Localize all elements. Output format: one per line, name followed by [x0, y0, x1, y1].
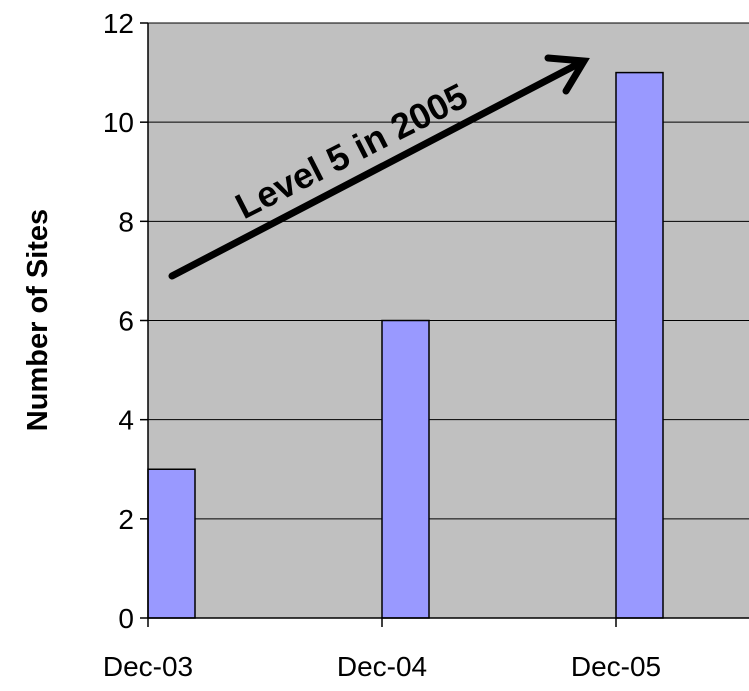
annotation-arrow-line: [168, 59, 584, 280]
bar-dec-04: [381, 319, 430, 619]
bar-dec-05: [615, 71, 664, 619]
x-tick-label: Dec-03: [103, 651, 193, 682]
y-tick-label: 12: [103, 8, 134, 39]
y-tick-label: 8: [118, 206, 134, 237]
y-axis-title: Number of Sites: [22, 209, 54, 431]
x-axis-ticks: Dec-03 Dec-04 Dec-05: [103, 618, 661, 682]
y-tick-label: 6: [118, 306, 134, 337]
annotation-arrow-head: [544, 54, 590, 95]
bar-dec-03: [147, 468, 196, 619]
x-tick-label: Dec-04: [337, 651, 427, 682]
x-tick-label: Dec-05: [571, 651, 661, 682]
gridlines: [148, 22, 749, 520]
y-tick-label: 10: [103, 107, 134, 138]
y-tick-label: 0: [118, 603, 134, 634]
y-axis-ticks: 0 2 4 6 8 10 12: [103, 8, 148, 634]
y-tick-label: 4: [118, 405, 134, 436]
y-tick-label: 2: [118, 504, 134, 535]
